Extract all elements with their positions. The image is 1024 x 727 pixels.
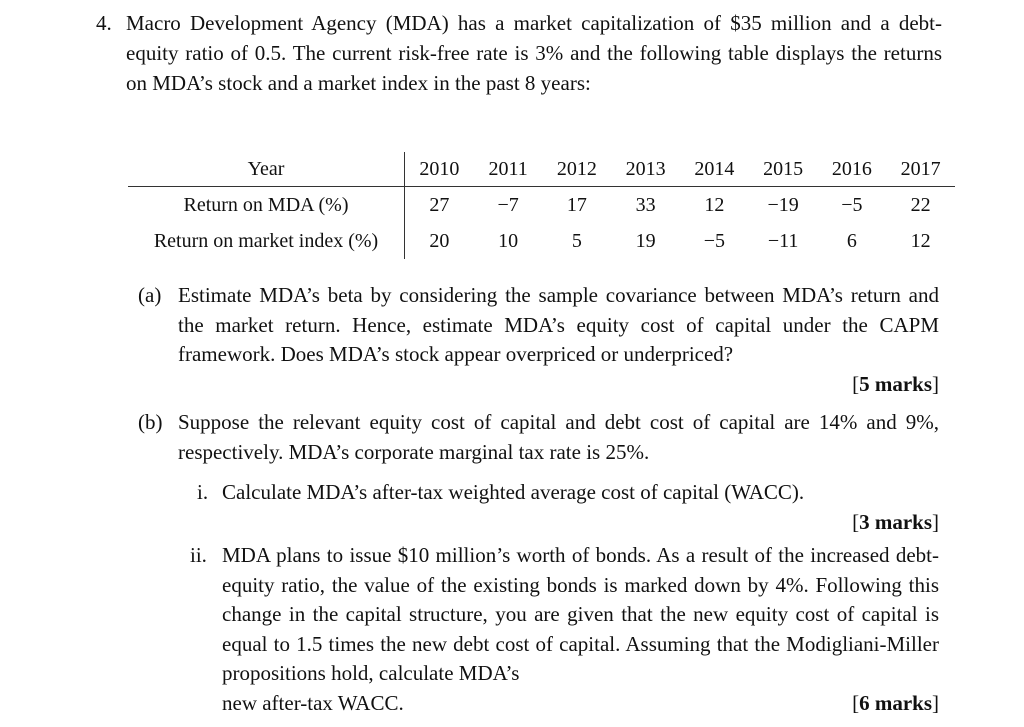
sub-ii-label: ii. — [190, 543, 207, 567]
table-header-row: Year 2010 2011 2012 2013 2014 2015 2016 … — [128, 152, 955, 187]
table-cell: 19 — [635, 229, 656, 252]
question-intro-text: Macro Development Agency (MDA) has a mar… — [126, 11, 942, 95]
table-cell: 12 — [704, 193, 725, 216]
table-cell: 6 — [846, 229, 857, 252]
year-cell: 2013 — [625, 157, 666, 180]
part-b: (b) Suppose the relevant equity cost of … — [138, 408, 939, 467]
year-cell: 2015 — [763, 157, 804, 180]
table-cell: −11 — [767, 229, 799, 252]
part-b-sub-i: i. Calculate MDA’s after-tax weighted av… — [190, 478, 939, 537]
table-row: Return on market index (%) 20 10 5 19 −5… — [128, 223, 955, 259]
table-cell: −19 — [767, 193, 799, 216]
table-cell: 27 — [429, 193, 450, 216]
table-cell: 17 — [566, 193, 587, 216]
part-a-label: (a) — [138, 283, 162, 307]
year-cell: 2017 — [900, 157, 941, 180]
table-cell: 10 — [498, 229, 519, 252]
marks-value: 3 marks — [859, 509, 932, 534]
part-a: (a) Estimate MDA’s beta by considering t… — [138, 281, 939, 399]
sub-ii-marks: [6 marks] — [852, 690, 939, 715]
question-number: 4. — [96, 11, 112, 35]
part-b-text: Suppose the relevant equity cost of capi… — [178, 410, 939, 464]
table-cell: 22 — [910, 193, 931, 216]
sub-i-marks: [3 marks] — [852, 509, 939, 534]
year-cell: 2010 — [419, 157, 460, 180]
table-cell: −5 — [703, 229, 726, 252]
sub-ii-last-line: new after-tax WACC. [6 marks] — [222, 689, 939, 719]
table-row: Return on MDA (%) 27 −7 17 33 12 −19 −5 … — [128, 186, 955, 223]
row-label-market-return: Return on market index (%) — [128, 223, 405, 259]
year-cell: 2011 — [488, 157, 528, 180]
sub-i-text: Calculate MDA’s after-tax weighted avera… — [222, 480, 805, 504]
year-header: Year — [128, 152, 405, 187]
year-cell: 2014 — [694, 157, 735, 180]
sub-ii-text: MDA plans to issue $10 million’s worth o… — [222, 543, 939, 685]
table-cell: −5 — [841, 193, 863, 216]
table-cell: 12 — [910, 229, 931, 252]
year-cell: 2012 — [556, 157, 597, 180]
sub-ii-text-end: new after-tax WACC. — [222, 690, 404, 715]
marks-value: 5 marks — [859, 371, 932, 396]
returns-table: Year 2010 2011 2012 2013 2014 2015 2016 … — [128, 152, 955, 259]
part-b-sub-ii: ii. MDA plans to issue $10 million’s wor… — [190, 541, 939, 718]
table-cell: −7 — [497, 193, 519, 216]
sub-i-label: i. — [197, 480, 209, 504]
year-cell: 2016 — [831, 157, 872, 180]
table-cell: 5 — [571, 229, 582, 252]
part-a-text: Estimate MDA’s beta by considering the s… — [178, 283, 939, 366]
marks-value: 6 marks — [859, 690, 932, 715]
table-cell: 33 — [635, 193, 656, 216]
table-cell: 20 — [429, 229, 450, 252]
part-a-marks: [5 marks] — [852, 371, 939, 396]
part-b-label: (b) — [138, 410, 163, 434]
question-intro: 4. Macro Development Agency (MDA) has a … — [96, 8, 942, 98]
row-label-mda-return: Return on MDA (%) — [128, 186, 405, 223]
